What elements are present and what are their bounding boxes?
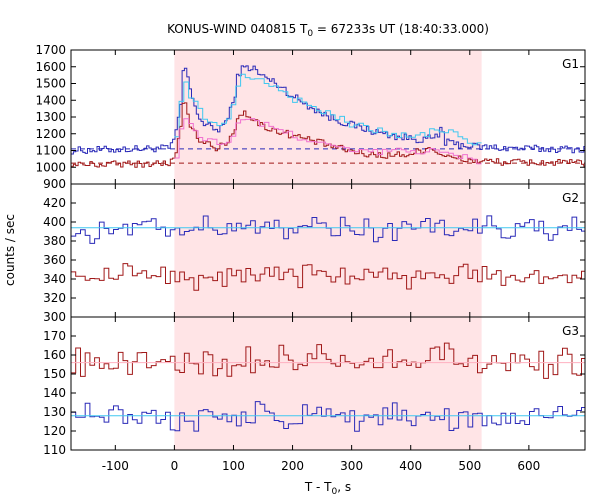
panel-g3: 110 120 130 140 150 160 170 G3 [43, 316, 586, 457]
y-tick-label: 1100 [35, 144, 66, 158]
y-axis-label: counts / sec [3, 214, 17, 286]
y-tick-label: 1700 [35, 43, 66, 57]
chart-title-subscript: 0 [307, 29, 313, 39]
x-axis-label-subscript: 0 [332, 487, 338, 497]
y-tick-label: 140 [43, 386, 66, 400]
series-blue-g1 [71, 65, 585, 155]
highlight-interval [174, 50, 482, 450]
y-tick-label: 120 [43, 424, 66, 438]
y-tick-label: 170 [43, 329, 66, 343]
panel-g2: 300 320 340 360 380 400 420 G2 [43, 183, 586, 324]
panel-label-g2: G2 [562, 191, 579, 205]
y-tick-label: 900 [43, 177, 66, 191]
chart-title-prefix: KONUS-WIND 040815 T [167, 22, 308, 36]
x-tick-label: 300 [340, 459, 363, 473]
y-tick-label: 400 [43, 215, 66, 229]
y-tick-label: 320 [43, 291, 66, 305]
series-cyan-g1 [174, 73, 482, 146]
x-tick-label: -100 [102, 459, 129, 473]
x-axis-label: T - T0, s [304, 480, 351, 497]
x-tick-label: 600 [517, 459, 540, 473]
x-axis-label-suffix: , s [337, 480, 351, 494]
chart-title: KONUS-WIND 040815 T0 = 67233s UT (18:40:… [167, 22, 489, 39]
series-red-g1 [71, 102, 585, 168]
y-tick-label: 160 [43, 348, 66, 362]
y-tick-label: 110 [43, 443, 66, 457]
y-tick-label: 130 [43, 405, 66, 419]
x-axis-label-main: T - T [304, 480, 332, 494]
x-tick-label: 500 [458, 459, 481, 473]
y-tick-label: 300 [43, 310, 66, 324]
y-tick-label: 1300 [35, 110, 66, 124]
panel-g1: 900 1000 1100 1200 1300 1400 1500 1600 1700 G1 [35, 43, 586, 191]
chart-title-suffix: = 67233s UT (18:40:33.000) [313, 22, 489, 36]
x-tick-label: 200 [281, 459, 304, 473]
series-blue-g3 [71, 401, 585, 432]
series-red-g2 [71, 263, 585, 291]
x-tick-label: 400 [399, 459, 422, 473]
x-tick-label: 100 [222, 459, 245, 473]
y-tick-label: 360 [43, 253, 66, 267]
panel-frame-g3 [70, 316, 586, 451]
y-tick-label: 1400 [35, 93, 66, 107]
panel-label-g1: G1 [562, 57, 579, 71]
x-tick-label: 0 [171, 459, 179, 473]
y-tick-label: 420 [43, 196, 66, 210]
y-tick-label: 150 [43, 367, 66, 381]
series-pink-g1 [174, 118, 482, 165]
y-tick-label: 1600 [35, 60, 66, 74]
panel-label-g3: G3 [562, 324, 579, 338]
y-tick-label: 1000 [35, 160, 66, 174]
y-tick-label: 340 [43, 272, 66, 286]
y-tick-label: 380 [43, 234, 66, 248]
y-tick-label: 1500 [35, 77, 66, 91]
y-tick-label: 1200 [35, 127, 66, 141]
plot-layer: 90010001100120013001400150016001700G1300… [35, 43, 586, 473]
